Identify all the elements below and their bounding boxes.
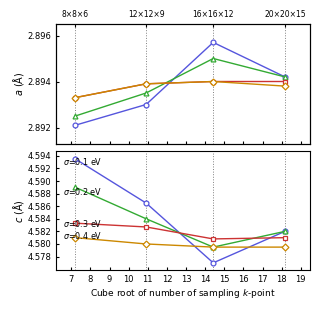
Y-axis label: $a$ (Å): $a$ (Å) <box>11 72 26 96</box>
Text: $\sigma$=0.1 eV: $\sigma$=0.1 eV <box>63 156 102 167</box>
X-axis label: Cube root of number of sampling $k$-point: Cube root of number of sampling $k$-poin… <box>91 287 276 300</box>
Text: $\sigma$=0.3 eV: $\sigma$=0.3 eV <box>63 218 102 229</box>
Text: $\sigma$=0.4 eV: $\sigma$=0.4 eV <box>63 230 102 241</box>
Text: $\sigma$=0.2 eV: $\sigma$=0.2 eV <box>63 186 102 197</box>
Y-axis label: $c$ (Å): $c$ (Å) <box>11 199 26 222</box>
